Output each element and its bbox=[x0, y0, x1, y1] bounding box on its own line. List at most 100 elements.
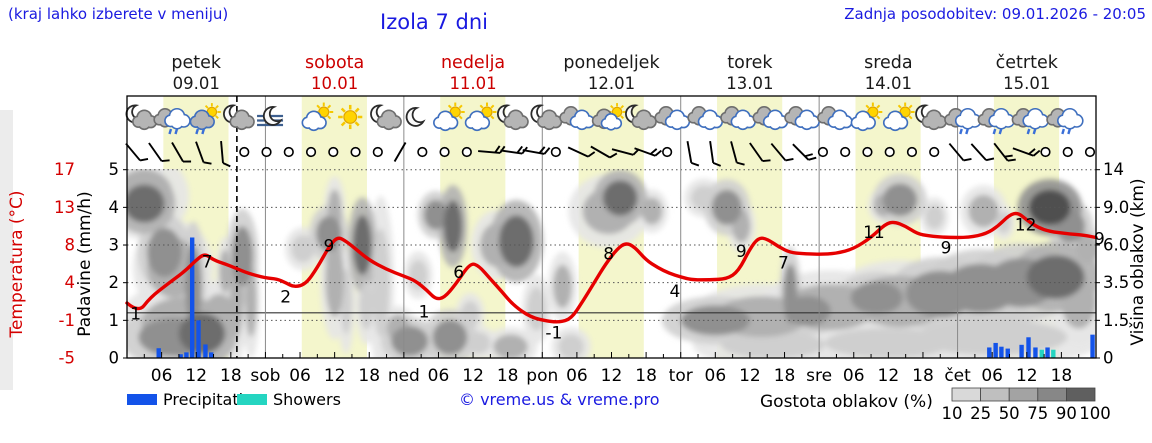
wind-barb-shaft bbox=[770, 142, 787, 162]
precipitation-tick-label: 3 bbox=[109, 236, 120, 255]
precip-bar bbox=[209, 352, 214, 358]
cloud-blob bbox=[409, 260, 428, 291]
wind-barb-tick bbox=[985, 157, 995, 162]
time-label: 06 bbox=[981, 366, 1003, 386]
wind-barb-tick bbox=[516, 145, 523, 154]
wind-calm-icon bbox=[550, 146, 561, 158]
precipitation-swatch bbox=[127, 394, 157, 405]
wind-barb-icon bbox=[195, 141, 212, 165]
wind-barb-tick bbox=[203, 161, 212, 165]
wind-barb-tick bbox=[963, 158, 972, 162]
weather-icon-cloud-sun bbox=[591, 103, 626, 131]
density-scale-segment bbox=[1008, 387, 1039, 402]
wind-barb-shaft bbox=[125, 142, 141, 162]
weather-icon-clouds bbox=[559, 106, 595, 131]
cloud-blob bbox=[127, 184, 165, 223]
precipitation-tick-label: 4 bbox=[109, 198, 120, 217]
plot-frame bbox=[123, 95, 1100, 359]
wind-barb-tick bbox=[543, 147, 551, 155]
cloud-blob bbox=[850, 281, 903, 315]
weather-icon-moon-cloud bbox=[125, 104, 158, 131]
day-name: petek bbox=[171, 53, 222, 73]
shower-bar bbox=[1039, 349, 1044, 358]
temp-value-label: 7 bbox=[202, 253, 213, 273]
day-date: 11.01 bbox=[449, 74, 496, 93]
cloud-blob bbox=[784, 296, 831, 326]
time-label: 12 bbox=[739, 366, 761, 386]
wind-calm-icon bbox=[906, 146, 918, 158]
day-date: 14.01 bbox=[865, 74, 912, 93]
time-label: 06 bbox=[289, 366, 311, 386]
wind-barb-icon bbox=[478, 145, 506, 154]
temperature-tick-label: 17 bbox=[54, 160, 75, 179]
precip-bar bbox=[1090, 334, 1095, 358]
wind-barb-shaft bbox=[220, 140, 224, 164]
wind-barb-shaft bbox=[171, 141, 184, 163]
last-update: Zadnja posodobitev: 09.01.2026 - 20:05 bbox=[844, 5, 1146, 23]
time-label: 18 bbox=[358, 366, 380, 386]
cloud-blob bbox=[178, 313, 226, 354]
wind-calm-icon bbox=[1062, 146, 1073, 158]
wind-barb-icon bbox=[567, 146, 596, 158]
wind-calm-icon bbox=[1040, 146, 1051, 158]
wind-barb-shaft bbox=[730, 141, 738, 163]
wind-barb-shaft bbox=[195, 141, 205, 163]
wind-barb-tick bbox=[222, 162, 231, 168]
wind-barb-shaft bbox=[500, 149, 523, 155]
weather-icon-cloud-rain bbox=[944, 107, 982, 135]
day-date: 09.01 bbox=[173, 74, 220, 93]
cloud-blob bbox=[882, 183, 918, 217]
day-name: sobota bbox=[305, 53, 364, 73]
wind-barb-tick bbox=[183, 160, 192, 163]
showers-legend-label: Showers bbox=[273, 390, 341, 409]
wind-barb-tick bbox=[762, 159, 771, 162]
wind-calm-icon bbox=[817, 146, 829, 158]
wind-barb-tick bbox=[736, 161, 745, 166]
wind-calm-icon bbox=[1084, 146, 1096, 158]
time-label: 18 bbox=[635, 366, 657, 386]
wind-barb-icon bbox=[948, 142, 972, 162]
cloud-blob bbox=[493, 334, 528, 358]
temperature-axis-title: Temperatura (°C) bbox=[7, 190, 27, 338]
density-scale-segment bbox=[1066, 387, 1096, 402]
cloud-blob bbox=[316, 216, 342, 252]
wind-barb-shaft bbox=[993, 142, 1009, 162]
precipitation-tick-label: 2 bbox=[109, 273, 120, 292]
time-label: 12 bbox=[878, 366, 900, 386]
weather-icon-clouds bbox=[752, 106, 789, 131]
day-date: 13.01 bbox=[726, 74, 773, 93]
copyright-link[interactable]: © vreme.us & vreme.pro bbox=[459, 390, 660, 409]
wind-barb-icon bbox=[125, 142, 149, 162]
wind-barb-tick bbox=[538, 146, 546, 154]
time-label: 06 bbox=[151, 366, 173, 386]
temp-value-label: 9 bbox=[323, 236, 334, 256]
time-label: 18 bbox=[1051, 366, 1073, 386]
day-name: četrtek bbox=[996, 53, 1059, 73]
cloud-blob bbox=[824, 328, 952, 358]
temp-line bbox=[125, 211, 1098, 324]
cloud-blob bbox=[231, 226, 253, 287]
wind-barb-tick bbox=[1004, 154, 1013, 158]
density-scale-segment bbox=[980, 387, 1010, 402]
weather-icon-cloud-rain bbox=[977, 107, 1015, 135]
cloud-blob bbox=[527, 287, 546, 331]
wind-barb-shaft bbox=[709, 140, 715, 164]
wind-barb-shaft bbox=[1012, 147, 1034, 157]
wind-calm-icon bbox=[840, 146, 851, 158]
wind-barb-tick bbox=[808, 156, 817, 161]
cloud-height-tick-label: 6.0 bbox=[1103, 236, 1129, 255]
density-scale-segment bbox=[1037, 387, 1067, 402]
wind-barb-shaft bbox=[393, 141, 407, 163]
precipitation-tick-label: 1 bbox=[109, 311, 120, 330]
wind-barb-shaft bbox=[567, 146, 589, 158]
wind-barb-tick bbox=[1007, 158, 1016, 162]
temp-value-label: -1 bbox=[545, 323, 562, 343]
cloud-height-tick-label: 0 bbox=[1103, 349, 1114, 368]
density-scale-segment bbox=[951, 387, 982, 402]
cloud-blob bbox=[147, 228, 182, 277]
density-scale-label: 50 bbox=[999, 404, 1020, 423]
wind-barb-icon bbox=[770, 142, 794, 162]
wind-barb-icon bbox=[993, 142, 1016, 162]
